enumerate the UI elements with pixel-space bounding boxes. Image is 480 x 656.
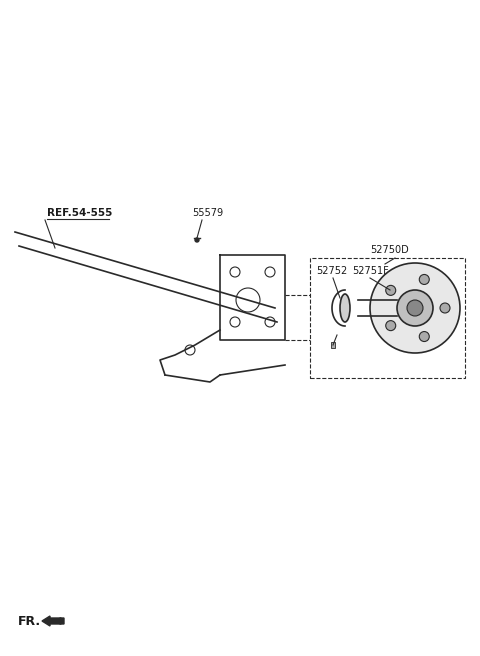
Text: 52752: 52752 [316,266,347,276]
Ellipse shape [340,294,350,322]
Circle shape [195,238,199,242]
Circle shape [407,300,423,316]
Bar [331,342,335,348]
Bar [310,258,465,378]
Text: FR.: FR. [18,615,41,628]
Circle shape [440,303,450,313]
Text: 52750D: 52750D [370,245,409,255]
FancyArrow shape [42,616,64,626]
Circle shape [397,290,433,326]
Circle shape [419,274,429,285]
Circle shape [386,285,396,295]
Text: REF.54-555: REF.54-555 [47,208,112,218]
Text: 55579: 55579 [192,208,223,218]
Circle shape [370,263,460,353]
Circle shape [419,331,429,342]
Circle shape [386,321,396,331]
Bar [370,263,460,353]
Text: 52751F: 52751F [352,266,389,276]
